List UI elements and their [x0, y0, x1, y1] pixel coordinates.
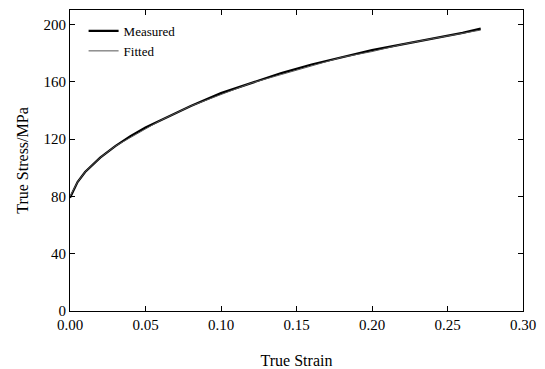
svg-text:120: 120 [44, 131, 67, 147]
svg-text:0.20: 0.20 [359, 317, 385, 333]
svg-text:0: 0 [59, 303, 67, 319]
svg-text:0.15: 0.15 [283, 317, 309, 333]
svg-text:200: 200 [44, 17, 67, 33]
svg-text:80: 80 [51, 189, 66, 205]
svg-text:Measured: Measured [124, 24, 176, 39]
svg-text:0.10: 0.10 [208, 317, 234, 333]
svg-text:True Stress/MPa: True Stress/MPa [14, 107, 31, 214]
svg-text:0.25: 0.25 [434, 317, 460, 333]
svg-text:0.30: 0.30 [510, 317, 536, 333]
svg-text:0.05: 0.05 [132, 317, 158, 333]
svg-text:Fitted: Fitted [124, 44, 155, 59]
svg-text:40: 40 [51, 246, 66, 262]
svg-text:True Strain: True Strain [261, 352, 333, 369]
svg-text:160: 160 [44, 74, 67, 90]
svg-text:0.00: 0.00 [57, 317, 83, 333]
